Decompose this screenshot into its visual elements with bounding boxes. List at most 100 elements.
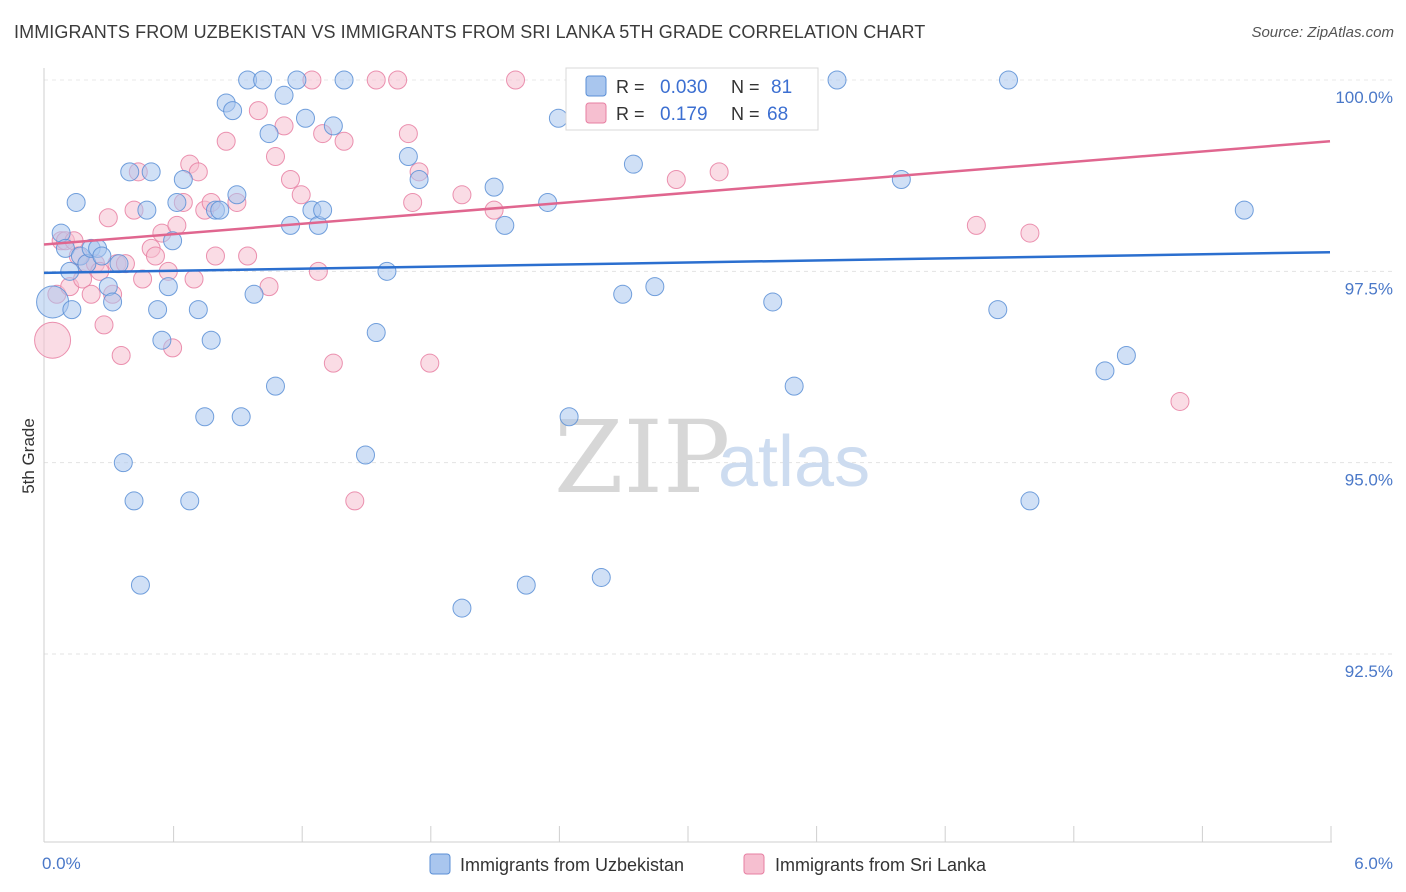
data-point [120,162,140,182]
data-point [356,445,375,465]
data-point [124,491,144,511]
data-point [184,269,204,289]
bottom-legend-label-srilanka: Immigrants from Sri Lanka [775,855,987,875]
data-point [130,575,150,595]
data-point [188,300,208,320]
data-point [253,70,273,90]
data-point [506,70,526,90]
data-point [323,353,343,373]
y-tick-label: 95.0% [1345,471,1393,490]
data-point [145,246,165,266]
data-point [988,300,1008,320]
data-point [94,315,114,335]
data-point [158,277,178,297]
data-point [163,231,183,251]
data-point [623,154,643,174]
data-point [265,376,285,396]
y-axis-label: 5th Grade [19,418,38,494]
y-axis-tick-labels: 92.5% 95.0% 97.5% 100.0% [1335,88,1393,681]
x-tick-label-min: 0.0% [42,854,81,873]
data-point [1095,361,1115,381]
data-point [345,491,365,511]
chart-source: Source: ZipAtlas.com [1251,24,1394,41]
data-point [81,284,101,304]
legend-r-label-srilanka: R = [616,104,645,124]
data-point [452,185,472,205]
data-point [210,200,230,220]
data-point [334,70,354,90]
data-point [188,162,208,182]
legend-n-label-uzbekistan: N = [731,77,760,97]
data-point [1020,491,1040,511]
data-point [366,323,386,343]
data-point [111,346,131,366]
data-point [420,353,440,373]
data-point [141,162,161,182]
data-point [205,246,225,266]
legend-stats-box [565,67,819,131]
data-point [966,215,986,235]
data-point [334,131,354,151]
data-point [62,300,82,320]
data-point [403,192,423,212]
data-point [274,85,294,105]
data-point [1170,391,1190,411]
y-tick-label: 100.0% [1335,88,1393,107]
legend-r-value-srilanka: 0.179 [660,104,708,125]
data-point [92,246,112,266]
data-point [827,70,847,90]
chart-title: IMMIGRANTS FROM UZBEKISTAN VS IMMIGRANTS… [14,22,926,42]
data-point [308,261,328,281]
data-point [103,292,123,312]
x-tick-label-max: 6.0% [1354,854,1393,873]
data-point [891,169,911,189]
data-point [274,116,294,136]
data-point [548,108,568,128]
data-point [34,321,72,359]
series-srilanka-points [34,70,1190,511]
data-point [287,70,307,90]
data-point [484,177,504,197]
data-point [152,330,172,350]
data-point [666,169,686,189]
data-point [645,277,665,297]
data-point [167,192,187,212]
legend-n-value-uzbekistan: 81 [771,77,792,98]
data-point [137,200,157,220]
data-point [173,169,193,189]
bottom-legend-swatch-uzbekistan [429,853,451,875]
trend-line-srilanka [43,139,1331,246]
watermark-atlas: atlas [718,422,870,502]
legend-r-value-uzbekistan: 0.030 [660,77,708,98]
data-point [295,108,315,128]
data-point [999,70,1018,90]
data-point [180,491,200,511]
bottom-legend-label-uzbekistan: Immigrants from Uzbekistan [460,855,684,875]
data-point [709,162,729,182]
data-point [259,277,279,297]
data-point [291,185,311,205]
data-point [591,567,611,587]
legend-r-label-uzbekistan: R = [616,77,645,97]
data-point [313,200,333,220]
legend-stats: R = 0.030 N = 81 R = 0.179 N = 68 [565,67,819,131]
data-point [223,101,243,121]
data-point [248,101,268,121]
data-point [323,116,343,136]
legend-n-value-srilanka: 68 [767,104,788,125]
legend-swatch-uzbekistan [585,75,607,97]
data-point [452,598,472,618]
legend-n-label-srilanka: N = [731,104,760,124]
data-point [398,147,418,167]
legend-series: Immigrants from Uzbekistan Immigrants fr… [429,853,987,875]
data-point [409,169,429,189]
data-point [265,147,285,167]
data-point [195,407,215,427]
data-point [238,246,258,266]
data-point [763,292,783,312]
watermark-zip: ZIP [554,399,730,516]
data-point [109,254,129,274]
data-point [377,261,397,281]
data-point [227,185,247,205]
